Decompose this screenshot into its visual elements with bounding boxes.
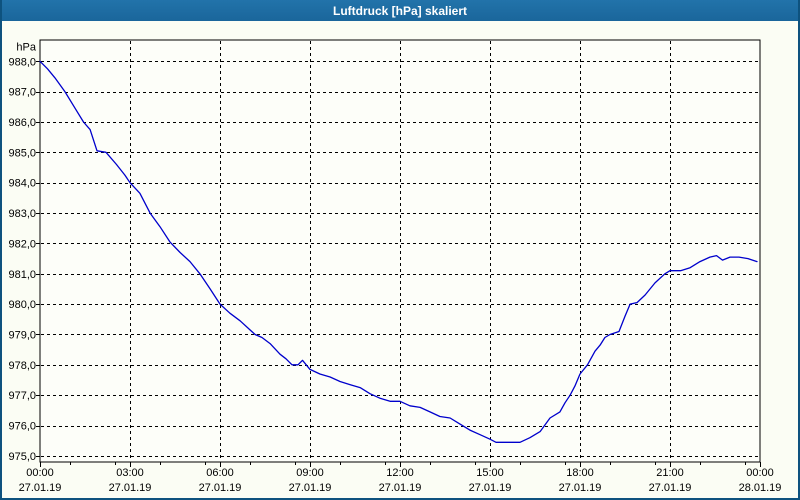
x-tick-date-label: 27.01.19 xyxy=(379,482,422,494)
x-tick-date-label: 27.01.19 xyxy=(199,482,242,494)
y-axis-unit-label: hPa xyxy=(16,41,36,53)
x-tick-time-label: 18:00 xyxy=(566,467,594,479)
y-tick-label: 977,0 xyxy=(8,390,36,402)
window-title: Luftdruck [hPa] skaliert xyxy=(332,3,468,18)
x-tick-date-label: 28.01.19 xyxy=(739,482,782,494)
y-tick-label: 982,0 xyxy=(8,238,36,250)
x-tick-time-label: 09:00 xyxy=(296,467,324,479)
x-tick-time-label: 21:00 xyxy=(656,467,684,479)
x-tick-date-label: 27.01.19 xyxy=(559,482,602,494)
x-tick-time-label: 00:00 xyxy=(26,467,54,479)
x-tick-time-label: 03:00 xyxy=(116,467,144,479)
x-tick-time-label: 00:00 xyxy=(746,467,774,479)
y-tick-label: 987,0 xyxy=(8,87,36,99)
pressure-curve xyxy=(39,60,758,443)
x-tick-date-label: 27.01.19 xyxy=(19,482,62,494)
title-bar: Luftdruck [hPa] skaliert xyxy=(2,0,798,21)
y-tick-label: 981,0 xyxy=(8,269,36,281)
x-tick-time-label: 15:00 xyxy=(476,467,504,479)
y-tick-label: 988,0 xyxy=(8,56,36,68)
y-tick-label: 980,0 xyxy=(8,299,36,311)
y-tick-label: 984,0 xyxy=(8,178,36,190)
y-tick-label: 978,0 xyxy=(8,360,36,372)
x-tick-time-label: 06:00 xyxy=(206,467,234,479)
y-tick-label: 979,0 xyxy=(8,329,36,341)
y-tick-label: 986,0 xyxy=(8,117,36,129)
y-tick-label: 985,0 xyxy=(8,147,36,159)
y-tick-label: 983,0 xyxy=(8,208,36,220)
x-tick-time-label: 12:00 xyxy=(386,467,414,479)
y-tick-label: 975,0 xyxy=(8,451,36,463)
x-tick-date-label: 27.01.19 xyxy=(469,482,512,494)
x-tick-date-label: 27.01.19 xyxy=(289,482,332,494)
x-tick-date-label: 27.01.19 xyxy=(109,482,152,494)
y-tick-label: 976,0 xyxy=(8,421,36,433)
x-tick-date-label: 27.01.19 xyxy=(649,482,692,494)
